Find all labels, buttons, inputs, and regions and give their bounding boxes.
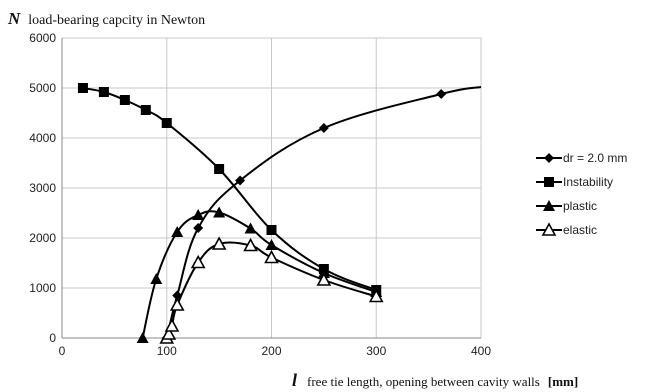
- y-tick-label-6: 6000: [29, 31, 56, 45]
- x-tick-label-3: 300: [366, 344, 386, 358]
- y-tick-labels: 0 1000 2000 3000 4000 5000 6000: [29, 31, 56, 345]
- y-axis-title: load-bearing capcity in Newton: [28, 13, 205, 28]
- y-axis-label: N load-bearing capcity in Newton: [7, 9, 205, 28]
- series-1-point-5: [214, 164, 225, 174]
- series-layer: [77, 83, 482, 344]
- y-tick-label-1: 1000: [29, 281, 56, 295]
- series-1-point-2: [119, 95, 130, 105]
- legend-entry-2: plastic: [536, 199, 597, 213]
- y-tick-label-2: 2000: [29, 231, 56, 245]
- series-2-point-3: [192, 209, 205, 220]
- series-3-point-9: [368, 288, 384, 303]
- series-2: [136, 206, 383, 343]
- y-tick-label-0: 0: [49, 331, 56, 345]
- legend-label-2: plastic: [563, 199, 597, 213]
- series-1-point-1: [98, 87, 109, 97]
- series-2-point-6: [265, 239, 278, 250]
- x-axis-label: l free tie length, opening between cavit…: [292, 370, 578, 390]
- legend-marker-1: [544, 177, 554, 187]
- gridlines: [61, 37, 482, 339]
- series-0-point-2: [193, 223, 204, 233]
- legend-label-0: dr = 2.0 mm: [563, 151, 627, 165]
- series-3-point-2: [164, 318, 180, 332]
- series-0-point-4: [318, 123, 329, 133]
- series-0-point-3: [235, 175, 246, 186]
- series-2-point-5: [244, 222, 257, 234]
- x-tick-label-1: 100: [157, 344, 177, 358]
- legend-label-1: Instability: [563, 175, 613, 189]
- x-axis-title: free tie length, opening between cavity …: [307, 374, 540, 389]
- series-1-point-4: [161, 118, 172, 128]
- y-tick-label-5: 5000: [29, 81, 56, 95]
- x-axis-unit: [mm]: [548, 374, 578, 389]
- series-0-point-5: [436, 89, 447, 99]
- axes: [61, 38, 481, 339]
- x-tick-label-2: 200: [261, 344, 281, 358]
- series-3-point-3: [169, 297, 185, 311]
- x-tick-label-0: 0: [59, 344, 66, 358]
- series-0: [161, 86, 482, 343]
- series-3-point-6: [243, 237, 258, 252]
- y-tick-label-4: 4000: [29, 131, 56, 145]
- series-1-point-6: [266, 225, 277, 235]
- series-3-point-1: [161, 326, 177, 340]
- y-axis-symbol: N: [7, 9, 21, 28]
- series-3-point-7: [264, 249, 279, 264]
- x-tick-label-4: 400: [471, 344, 491, 358]
- series-2-point-4: [213, 206, 226, 218]
- series-2-point-1: [150, 273, 163, 284]
- legend-marker-0: [544, 153, 554, 163]
- legend-entry-0: dr = 2.0 mm: [536, 151, 627, 165]
- legend-label-3: elastic: [563, 223, 597, 237]
- y-tick-label-3: 3000: [29, 181, 56, 195]
- legend-marker-2: [543, 200, 555, 211]
- series-3: [159, 236, 384, 344]
- series-3-point-5: [211, 236, 227, 250]
- legend: dr = 2.0 mm Instability plastic elastic: [536, 151, 627, 237]
- x-tick-labels: 0 100 200 300 400: [59, 344, 492, 358]
- series-2-point-0: [136, 332, 149, 343]
- series-1-point-3: [140, 105, 151, 115]
- legend-marker-3: [541, 222, 557, 236]
- series-1-point-0: [77, 83, 88, 93]
- series-3-point-4: [190, 254, 206, 269]
- x-axis-symbol: l: [292, 370, 297, 390]
- legend-entry-1: Instability: [536, 175, 613, 189]
- series-2-point-2: [171, 226, 184, 237]
- legend-entry-3: elastic: [536, 222, 597, 237]
- series-3-point-8: [316, 272, 332, 286]
